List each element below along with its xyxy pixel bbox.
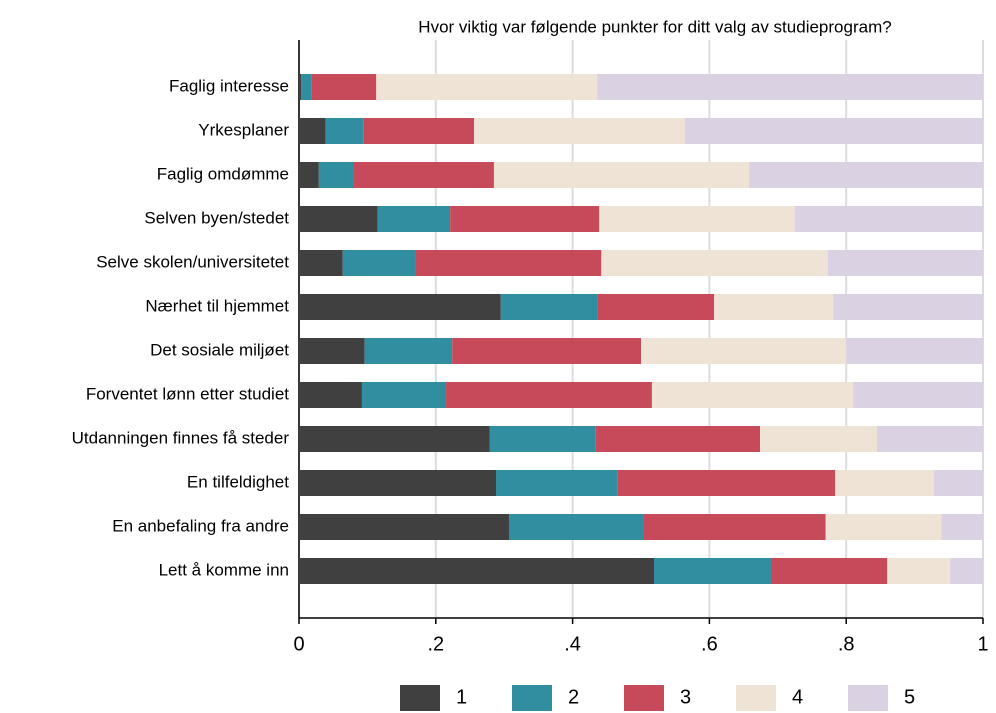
bar-segment [474,118,685,144]
bar-segment [325,118,364,144]
y-tick-label: Yrkesplaner [198,120,289,139]
bar-segment [299,162,319,188]
legend-label: 1 [456,686,467,708]
bar-segment [643,514,826,540]
bar-segment [446,382,652,408]
bar-segment [363,118,475,144]
legend-swatch [400,685,440,711]
y-tick-label: Forventet lønn etter studiet [86,384,289,403]
bar-segment [299,470,496,496]
x-tick-label: .8 [838,633,855,655]
bar-segment [364,338,453,364]
bar-segment [833,294,983,320]
legend-swatch [736,685,776,711]
bar-segment [299,118,326,144]
bar-segment [887,558,951,584]
bar-segment [299,558,654,584]
bar-segment [595,426,761,452]
bar-segment [651,382,854,408]
bar-segment [827,250,983,276]
bar-segment [853,382,983,408]
bar-segment [301,74,312,100]
bar-segment [299,294,501,320]
chart-title: Hvor viktig var følgende punkter for dit… [418,17,891,36]
bar-segment [500,294,598,320]
bar-segment [597,74,983,100]
bar-segment [641,338,847,364]
bar-segment [495,470,618,496]
x-tick-label: 1 [977,633,988,655]
y-tick-label: Lett å komme inn [159,560,289,579]
bar-segment [835,470,934,496]
bar-segment [599,206,795,232]
bar-segment [760,426,877,452]
bar-segment [299,514,509,540]
bar-segment [846,338,983,364]
legend-swatch [848,685,888,711]
bar-segment [299,338,365,364]
bar-segment [950,558,983,584]
legend-label: 2 [568,686,579,708]
bar-segment [597,294,715,320]
bar-segment [353,162,494,188]
y-tick-label: Utdanningen finnes få steder [72,428,290,447]
y-tick-label: Faglig interesse [169,76,289,95]
y-tick-label: Nærhet til hjemmet [145,296,289,315]
bar-segment [508,514,644,540]
y-tick-label: Det sosiale miljøet [150,340,289,359]
legend-label: 4 [792,686,803,708]
y-tick-label: En anbefaling fra andre [112,516,289,535]
legend-label: 5 [904,686,915,708]
bar-segment [318,162,354,188]
x-tick-label: .4 [564,633,581,655]
legend-swatch [512,685,552,711]
bar-segment [493,162,750,188]
x-tick-label: .2 [427,633,444,655]
bar-segment [601,250,828,276]
bar-segment [299,426,490,452]
bar-segment [489,426,596,452]
y-tick-label: Selve skolen/universitetet [96,252,289,271]
bar-segment [376,74,598,100]
x-tick-label: 0 [293,633,304,655]
bar-segment [684,118,983,144]
bar-segment [941,514,983,540]
bar-segment [452,338,641,364]
bar-segment [617,470,836,496]
y-tick-label: En tilfeldighet [187,472,289,491]
bar-segment [653,558,771,584]
bar-segment [299,382,362,408]
bar-segment [299,250,343,276]
legend-label: 3 [680,686,691,708]
bar-segment [450,206,600,232]
bar-segment [361,382,447,408]
bar-segment [377,206,451,232]
y-tick-label: Faglig omdømme [157,164,289,183]
bar-segment [415,250,602,276]
bar-segment [825,514,942,540]
bar-segment [749,162,983,188]
bar-segment [876,426,983,452]
y-tick-label: Selven byen/stedet [144,208,289,227]
bar-segment [933,470,983,496]
bar-segment [342,250,416,276]
bar-segment [794,206,983,232]
bar-segment [299,206,378,232]
x-tick-label: .6 [701,633,718,655]
bar-segment [311,74,377,100]
bar-segment [299,74,302,100]
legend-swatch [624,685,664,711]
bar-segment [714,294,834,320]
bar-segment [770,558,888,584]
